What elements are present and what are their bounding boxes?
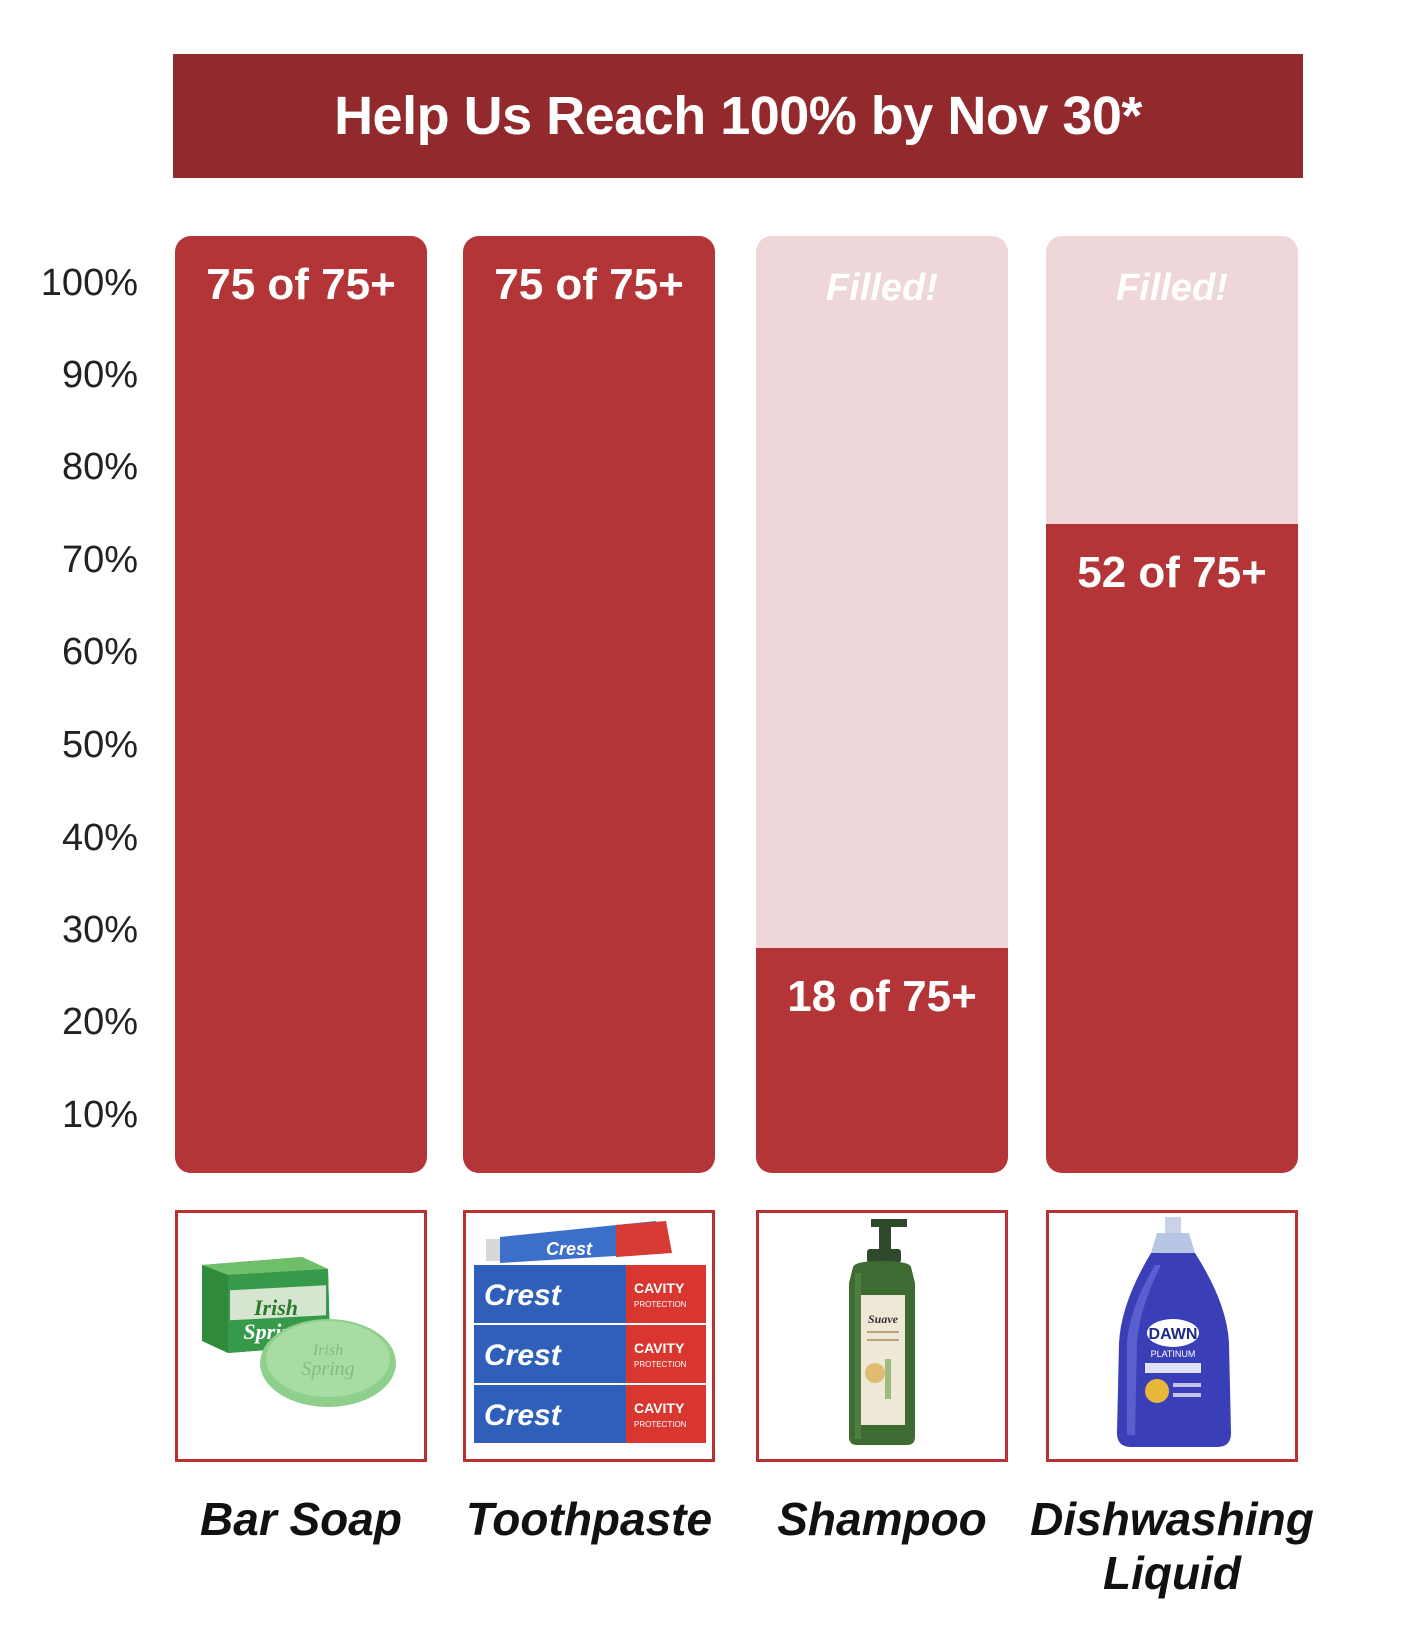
svg-text:Irish: Irish	[312, 1342, 343, 1359]
bar-soap-image: Irish Spring Irish Spring	[175, 1210, 427, 1462]
bar-value-label: 75 of 75+	[494, 260, 684, 309]
svg-text:CAVITY: CAVITY	[634, 1280, 685, 1296]
bar-track-bar-soap: 75 of 75+	[175, 236, 427, 1173]
bar-track-toothpaste: 75 of 75+	[463, 236, 715, 1173]
svg-text:Irish: Irish	[253, 1295, 298, 1320]
svg-text:CAVITY: CAVITY	[634, 1340, 685, 1356]
svg-text:DAWN: DAWN	[1149, 1326, 1198, 1343]
bar-value-label: 75 of 75+	[206, 260, 396, 309]
svg-text:PROTECTION: PROTECTION	[634, 1360, 687, 1369]
svg-text:Spring: Spring	[301, 1358, 354, 1380]
y-tick-label: 60%	[61, 631, 138, 673]
toothpaste-image: Crest Crest CAVITY PROTECTION Crest CAVI…	[463, 1210, 715, 1462]
y-tick-label: 90%	[61, 354, 138, 396]
category-label-line: Bar Soap	[200, 1493, 402, 1545]
category-label-dishwashing-liquid: Dishwashing Liquid	[1022, 1492, 1322, 1600]
svg-text:Crest: Crest	[546, 1239, 593, 1259]
bar-fill-bar-soap: 75 of 75+	[175, 236, 427, 1173]
y-tick-label: 80%	[61, 446, 138, 488]
category-label-line: Dishwashing	[1030, 1493, 1314, 1545]
y-tick-label: 20%	[61, 1001, 138, 1043]
bar-fill-shampoo: 18 of 75+	[756, 948, 1008, 1173]
svg-text:PROTECTION: PROTECTION	[634, 1420, 687, 1429]
category-label-toothpaste: Toothpaste	[439, 1492, 739, 1546]
category-label-bar-soap: Bar Soap	[151, 1492, 451, 1546]
svg-text:Crest: Crest	[484, 1279, 563, 1312]
bar-track-label: Filled!	[826, 267, 938, 309]
dish-soap-image: DAWN PLATINUM	[1046, 1210, 1298, 1462]
y-tick-label: 10%	[61, 1094, 138, 1136]
y-tick-label: 30%	[61, 909, 138, 951]
title-banner: Help Us Reach 100% by Nov 30*	[173, 54, 1303, 178]
y-tick-label: 40%	[61, 817, 138, 859]
shampoo-image: Suave	[756, 1210, 1008, 1462]
svg-text:Suave: Suave	[868, 1312, 899, 1326]
bar-value-label: 52 of 75+	[1077, 548, 1267, 597]
category-label-line: Shampoo	[777, 1493, 987, 1545]
bar-value-label: 18 of 75+	[787, 972, 977, 1021]
svg-text:PLATINUM: PLATINUM	[1151, 1349, 1196, 1359]
svg-text:Crest: Crest	[484, 1399, 563, 1432]
bar-track-label: Filled!	[1116, 267, 1228, 309]
svg-text:PROTECTION: PROTECTION	[634, 1300, 687, 1309]
bar-fill-toothpaste: 75 of 75+	[463, 236, 715, 1173]
y-tick-label: 50%	[61, 724, 138, 766]
category-label-line: Toothpaste	[465, 1493, 713, 1545]
svg-text:Crest: Crest	[484, 1339, 563, 1372]
bar-track-dishwashing-liquid: Filled! 52 of 75+	[1046, 236, 1298, 1173]
svg-text:CAVITY: CAVITY	[634, 1400, 685, 1416]
bar-track-shampoo: Filled! 18 of 75+	[756, 236, 1008, 1173]
category-label-line: Liquid	[1103, 1547, 1241, 1599]
y-tick-label: 70%	[61, 539, 138, 581]
y-tick-label: 100%	[40, 262, 138, 304]
category-label-shampoo: Shampoo	[732, 1492, 1032, 1546]
chart-title: Help Us Reach 100% by Nov 30*	[334, 86, 1142, 146]
bar-fill-dishwashing-liquid: 52 of 75+	[1046, 524, 1298, 1173]
